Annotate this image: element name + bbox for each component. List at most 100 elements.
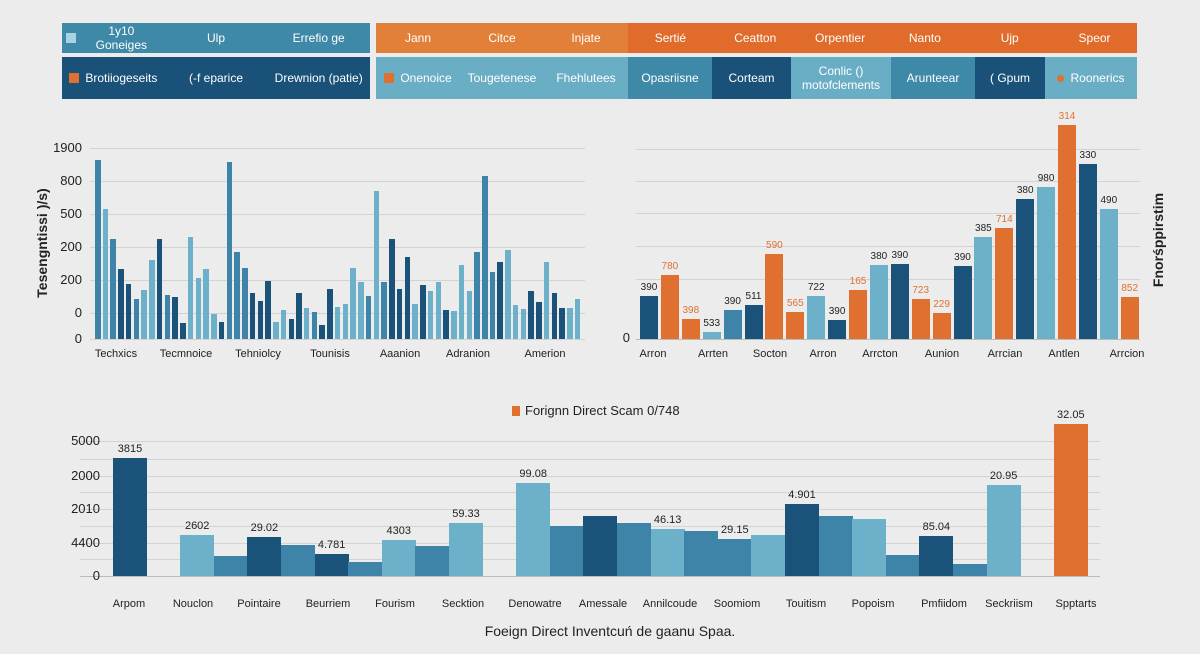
bar[interactable] bbox=[141, 289, 147, 339]
bar[interactable] bbox=[786, 311, 805, 339]
bar[interactable] bbox=[156, 239, 163, 339]
bar[interactable] bbox=[187, 237, 194, 339]
bar[interactable] bbox=[334, 306, 341, 339]
bar[interactable] bbox=[551, 292, 558, 339]
bar[interactable] bbox=[617, 523, 651, 576]
bar[interactable] bbox=[559, 307, 565, 339]
bar[interactable] bbox=[549, 525, 584, 576]
bar[interactable] bbox=[249, 292, 256, 339]
bar[interactable] bbox=[373, 191, 380, 339]
bar[interactable] bbox=[113, 458, 147, 576]
bar[interactable] bbox=[543, 261, 550, 339]
header-cell[interactable]: (-f eparice bbox=[165, 57, 268, 99]
bar[interactable] bbox=[890, 264, 909, 339]
bar[interactable] bbox=[125, 283, 132, 339]
bar[interactable] bbox=[133, 298, 140, 339]
bar[interactable] bbox=[218, 321, 225, 339]
bar[interactable] bbox=[583, 516, 618, 576]
bar[interactable] bbox=[849, 290, 867, 339]
bar[interactable] bbox=[911, 299, 930, 339]
bar[interactable] bbox=[281, 544, 315, 576]
bar[interactable] bbox=[195, 277, 202, 339]
bar[interactable] bbox=[180, 322, 186, 339]
bar[interactable] bbox=[751, 535, 786, 576]
bar[interactable] bbox=[415, 546, 450, 576]
bar[interactable] bbox=[396, 288, 403, 339]
bar[interactable] bbox=[412, 303, 418, 339]
bar[interactable] bbox=[574, 298, 581, 339]
header-cell[interactable]: Ujp bbox=[967, 23, 1052, 53]
bar[interactable] bbox=[505, 249, 511, 339]
header-cell[interactable]: 1y10 Goneiges bbox=[62, 23, 165, 53]
header-cell[interactable]: Onenoice bbox=[376, 57, 460, 99]
bar[interactable] bbox=[118, 268, 124, 339]
bar[interactable] bbox=[818, 515, 853, 576]
header-cell[interactable]: Nanto bbox=[882, 23, 967, 53]
bar[interactable] bbox=[1078, 164, 1097, 339]
bar[interactable] bbox=[640, 296, 658, 339]
bar[interactable] bbox=[744, 304, 763, 339]
bar[interactable] bbox=[528, 290, 534, 339]
header-cell[interactable]: Corteam bbox=[712, 57, 791, 99]
bar[interactable] bbox=[474, 251, 480, 339]
header-cell[interactable]: Fhehlutees bbox=[544, 57, 628, 99]
bar[interactable] bbox=[350, 267, 356, 339]
bar[interactable] bbox=[986, 484, 1021, 576]
header-cell[interactable]: Drewnion (patie) bbox=[267, 57, 370, 99]
bar[interactable] bbox=[273, 321, 279, 339]
header-cell[interactable]: Brotiiogeseits bbox=[62, 57, 165, 99]
bar[interactable] bbox=[257, 300, 264, 339]
bar[interactable] bbox=[1099, 208, 1118, 339]
bar[interactable] bbox=[288, 318, 294, 339]
bar[interactable] bbox=[828, 320, 847, 339]
bar[interactable] bbox=[702, 331, 721, 339]
bar[interactable] bbox=[974, 236, 993, 339]
bar[interactable] bbox=[512, 304, 519, 339]
bar[interactable] bbox=[885, 555, 920, 576]
header-cell[interactable]: Roonerics bbox=[1045, 57, 1137, 99]
bar[interactable] bbox=[427, 290, 434, 339]
bar[interactable] bbox=[1120, 297, 1139, 339]
bar[interactable] bbox=[932, 313, 951, 339]
bar[interactable] bbox=[520, 308, 527, 339]
bar[interactable] bbox=[311, 311, 318, 339]
bar[interactable] bbox=[389, 239, 395, 339]
bar[interactable] bbox=[203, 268, 209, 339]
header-cell[interactable]: Opasriisne bbox=[628, 57, 712, 99]
bar[interactable] bbox=[497, 261, 503, 339]
bar[interactable] bbox=[1053, 424, 1088, 576]
bar[interactable] bbox=[365, 295, 372, 339]
bar[interactable] bbox=[435, 281, 442, 339]
bar[interactable] bbox=[314, 554, 349, 576]
bar[interactable] bbox=[919, 536, 954, 576]
bar[interactable] bbox=[489, 271, 496, 339]
bar[interactable] bbox=[681, 318, 700, 339]
bar[interactable] bbox=[852, 518, 887, 576]
bar[interactable] bbox=[650, 529, 685, 576]
bar[interactable] bbox=[765, 254, 784, 339]
bar[interactable] bbox=[684, 531, 719, 576]
header-cell[interactable]: Sertié bbox=[628, 23, 713, 53]
bar[interactable] bbox=[234, 251, 240, 339]
bar[interactable] bbox=[381, 540, 416, 576]
bar[interactable] bbox=[327, 288, 333, 339]
bar[interactable] bbox=[660, 274, 679, 339]
header-cell[interactable]: Speor bbox=[1052, 23, 1137, 53]
bar[interactable] bbox=[303, 307, 310, 339]
header-cell[interactable]: Jann bbox=[376, 23, 460, 53]
bar[interactable] bbox=[319, 324, 325, 339]
bar[interactable] bbox=[458, 264, 465, 339]
header-cell[interactable]: ( Gpum bbox=[975, 57, 1045, 99]
bar[interactable] bbox=[482, 176, 488, 339]
bar[interactable] bbox=[953, 265, 972, 339]
bar[interactable] bbox=[213, 555, 248, 576]
bar[interactable] bbox=[172, 296, 178, 339]
bar[interactable] bbox=[404, 256, 411, 339]
bar[interactable] bbox=[807, 296, 826, 339]
header-cell[interactable]: Citce bbox=[460, 23, 544, 53]
bar[interactable] bbox=[381, 281, 387, 339]
bar[interactable] bbox=[211, 313, 217, 339]
bar[interactable] bbox=[180, 534, 215, 576]
header-cell[interactable]: Tougetenese bbox=[460, 57, 544, 99]
header-cell[interactable]: Conlic () motofclements bbox=[791, 57, 891, 99]
